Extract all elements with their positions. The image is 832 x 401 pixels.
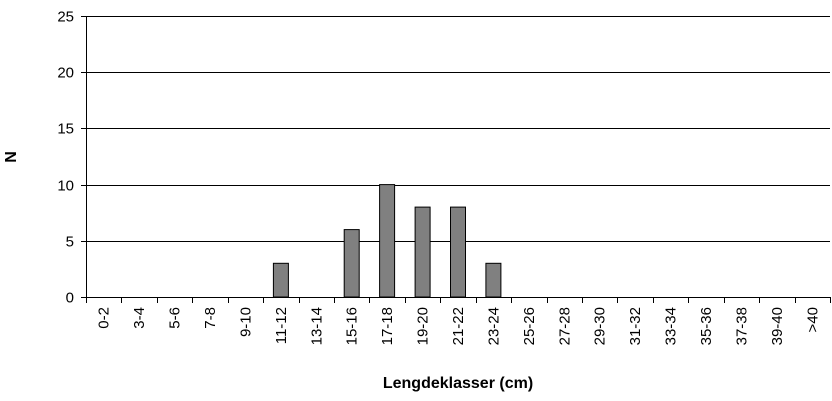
x-tick-label: 31-32 [627, 307, 644, 345]
x-tick-label: 23-24 [485, 307, 502, 345]
x-tick-label: 29-30 [592, 307, 609, 345]
x-tick-label: 35-36 [698, 307, 715, 345]
bar-15-16 [343, 229, 360, 298]
x-tick-label: 37-38 [733, 307, 750, 345]
x-tick-label: 21-22 [450, 307, 467, 345]
bar-17-18 [379, 184, 396, 298]
bar-19-20 [414, 206, 431, 298]
x-tick-label: 5-6 [167, 307, 184, 329]
x-tick-label: 39-40 [769, 307, 786, 345]
y-tick-label: 20 [57, 65, 74, 82]
x-tick-label: 27-28 [556, 307, 573, 345]
x-tick-label: 0-2 [96, 307, 113, 329]
grid-lines [86, 16, 830, 242]
y-tick-label: 15 [57, 121, 74, 138]
x-tick-label: 15-16 [344, 307, 361, 345]
y-tick-label: 25 [57, 9, 74, 26]
y-tick-label: 5 [66, 234, 74, 251]
axes [86, 16, 830, 298]
x-tick-label: 19-20 [415, 307, 432, 345]
bar-21-22 [450, 206, 466, 298]
x-tick-label: >40 [804, 307, 821, 332]
x-tick-label: 17-18 [379, 307, 396, 345]
x-tick-label: 13-14 [308, 307, 325, 345]
bars [272, 184, 502, 298]
x-tick-label: 7-8 [202, 307, 219, 329]
x-tick-label: 9-10 [237, 307, 254, 337]
x-tick-label: 33-34 [663, 307, 680, 345]
x-tick-labels: 0-2 3-4 5-6 7-8 9-10 11-12 13-14 15-16 17-18 19-2… [86, 297, 831, 345]
x-tick-label: 11-12 [273, 307, 290, 344]
y-tick-labels: 0 5 10 15 20 25 [57, 9, 86, 307]
x-axis-title: Lengdeklasser (cm) [383, 375, 533, 392]
y-axis-title: N [3, 151, 20, 163]
bar-23-24 [485, 262, 502, 298]
bar-11-12 [272, 262, 289, 298]
y-tick-label: 10 [57, 178, 74, 195]
y-tick-label: 0 [66, 290, 74, 307]
x-tick-label: 3-4 [131, 307, 148, 329]
x-tick-label: 25-26 [521, 307, 538, 345]
